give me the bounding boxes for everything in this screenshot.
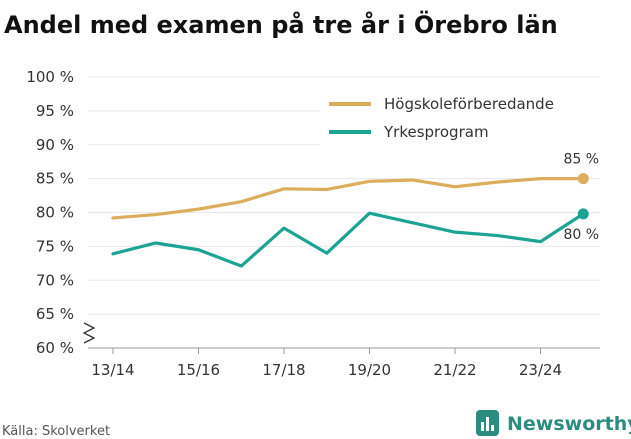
legend-label-0: Högskoleförberedande	[384, 95, 554, 113]
x-tick-label: 23/24	[519, 361, 562, 379]
y-tick-label: 100 %	[26, 68, 74, 86]
x-tick-label: 17/18	[262, 361, 305, 379]
x-tick-label: 15/16	[177, 361, 220, 379]
y-tick-label: 70 %	[36, 271, 74, 289]
chart-title: Andel med examen på tre år i Örebro län	[4, 9, 558, 39]
y-axis-break-icon	[82, 322, 96, 344]
series-line-1	[111, 211, 585, 268]
legend: Högskoleförberedande Yrkesprogram	[320, 88, 600, 148]
series-end-point-0	[577, 173, 589, 185]
y-tick-label: 95 %	[36, 102, 74, 120]
y-tick-label: 85 %	[36, 170, 74, 188]
x-tick-label: 13/14	[91, 361, 134, 379]
newsworthy-logo: Newsworthy	[476, 410, 631, 436]
chart-bars-icon	[476, 410, 499, 436]
x-axis-ticks: 13/14 15/16 17/18 19/20 21/22 23/24	[91, 348, 562, 379]
legend-label-1: Yrkesprogram	[383, 123, 489, 141]
y-tick-label: 75 %	[36, 237, 74, 255]
series-lines: 85 % 80 %	[111, 152, 599, 268]
brand-name: Newsworthy	[507, 413, 631, 435]
x-tick-label: 21/22	[433, 361, 476, 379]
series-end-point-1	[577, 208, 589, 220]
y-tick-label: 90 %	[36, 136, 74, 154]
series-end-label-0: 85 %	[563, 152, 599, 168]
source-note: Källa: Skolverket	[2, 424, 110, 439]
x-tick-label: 19/20	[348, 361, 391, 379]
y-axis-ticks: 60 % 65 % 70 % 75 % 80 % 85 % 90 % 95 % 100 %	[26, 68, 74, 357]
series-line-0	[111, 177, 585, 220]
y-tick-label: 65 %	[36, 305, 74, 323]
y-tick-label: 60 %	[36, 339, 74, 357]
series-end-label-1: 80 %	[563, 227, 599, 243]
y-tick-label: 80 %	[36, 204, 74, 222]
